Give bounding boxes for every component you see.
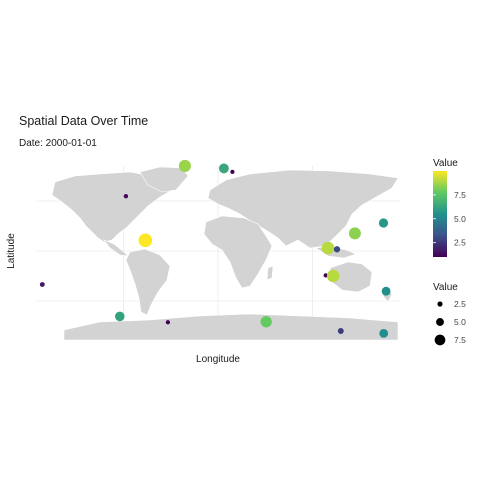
- data-point: [114, 311, 125, 322]
- size-legend-dot: [434, 334, 446, 346]
- chart-subtitle: Date: 2000-01-01: [19, 138, 97, 149]
- data-point: [381, 286, 391, 296]
- data-point: [39, 282, 45, 287]
- color-legend-tick: 5.0: [454, 214, 466, 224]
- size-legend-dot: [436, 318, 444, 326]
- color-legend-tick: 7.5: [454, 190, 466, 200]
- data-point: [260, 316, 272, 328]
- data-point: [378, 218, 389, 228]
- data-point: [123, 193, 129, 199]
- data-point: [326, 269, 340, 283]
- data-point: [165, 320, 171, 325]
- size-legend: Value 2.5 5.0 7.5: [433, 282, 466, 346]
- y-axis-label: Latitude: [6, 233, 17, 269]
- landmass-south-america: [125, 248, 171, 316]
- data-point: [348, 227, 361, 240]
- landmass-africa: [203, 215, 273, 289]
- data-point: [178, 159, 191, 172]
- data-point: [218, 163, 229, 174]
- plot-area: [36, 159, 400, 341]
- data-point: [337, 328, 344, 334]
- data-point: [379, 328, 389, 338]
- color-legend-bar: [433, 171, 447, 257]
- color-legend: Value 7.5 5.0 2.5: [433, 158, 466, 257]
- landmass-madagascar: [266, 265, 274, 281]
- data-point: [230, 169, 235, 175]
- landmass-australia: [329, 261, 373, 293]
- size-legend-label: 5.0: [454, 317, 466, 327]
- landmass-antarctica: [63, 313, 399, 341]
- landmass-central-america: [103, 239, 129, 257]
- size-legend-label: 2.5: [454, 299, 466, 309]
- landmass-greenland: [139, 166, 189, 193]
- color-legend-title: Value: [433, 158, 458, 169]
- chart-title: Spatial Data Over Time: [19, 114, 148, 128]
- color-legend-tick: 2.5: [454, 238, 466, 248]
- size-legend-label: 7.5: [454, 335, 466, 345]
- data-point: [321, 241, 335, 255]
- size-legend-dot: [437, 301, 443, 307]
- data-point: [333, 246, 341, 253]
- size-legend-title: Value: [433, 282, 458, 293]
- data-point: [138, 233, 153, 248]
- landmass-eurasia: [207, 169, 399, 249]
- data-point: [323, 273, 328, 278]
- x-axis-label: Longitude: [196, 354, 240, 365]
- world-map: [51, 166, 399, 341]
- data-points: [39, 159, 391, 338]
